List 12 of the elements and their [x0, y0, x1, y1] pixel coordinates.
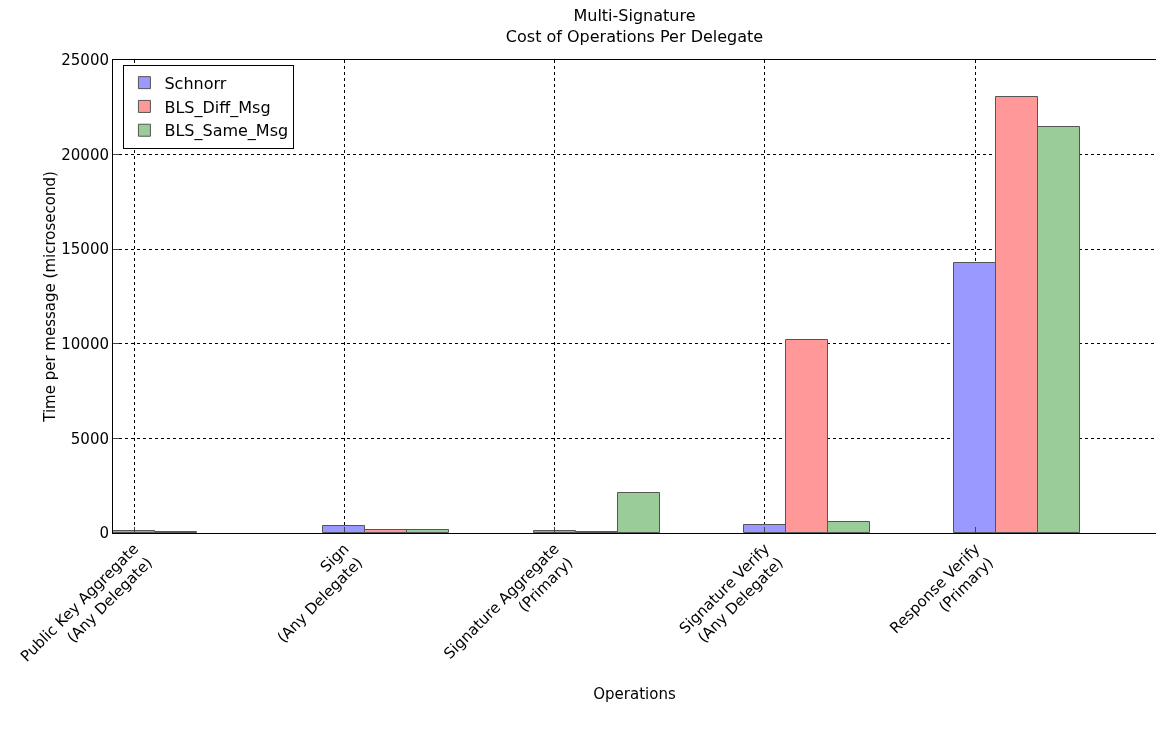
y-tick-label: 5000: [70, 429, 109, 448]
y-tick-label: 25000: [61, 51, 109, 70]
legend-label: Schnorr: [164, 73, 227, 93]
y-axis-title: Time per message (microsecond): [41, 171, 60, 423]
y-tick-label: 20000: [61, 145, 109, 164]
legend-label: BLS_Diff_Msg: [164, 97, 271, 118]
legend-label: BLS_Same_Msg: [164, 121, 289, 142]
x-axis-title: Operations: [593, 685, 676, 704]
y-tick-label: 10000: [61, 335, 109, 354]
chart-title: Multi-Signature Cost of Operations Per Delegate: [505, 6, 764, 46]
y-tick-label: 15000: [61, 240, 109, 259]
y-tick-label: 0: [99, 524, 109, 543]
